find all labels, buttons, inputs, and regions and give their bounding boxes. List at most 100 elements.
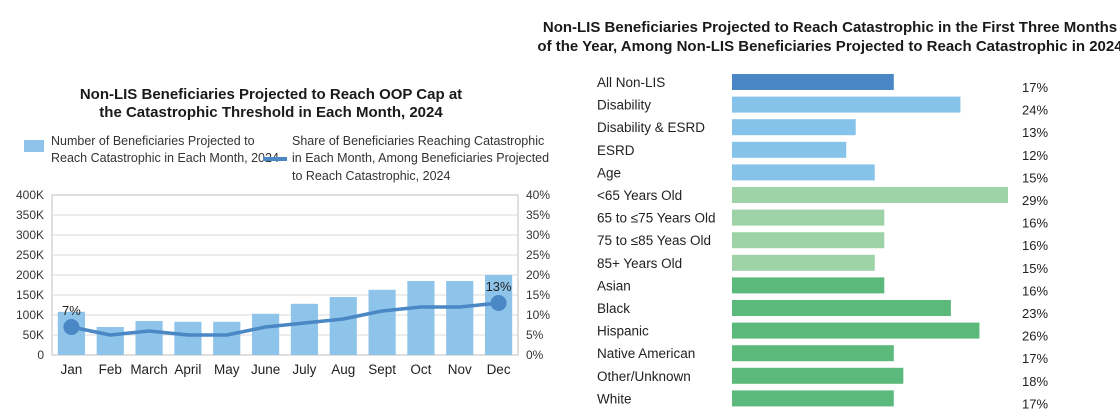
legend-line-label-line-1: Share of Beneficiaries Reaching Catastro… (292, 134, 544, 148)
group-bar (732, 74, 894, 90)
month-bar (174, 321, 202, 355)
group-bar (732, 345, 894, 362)
group-label: Asian (597, 278, 631, 293)
share-line-marker (490, 295, 507, 311)
group-label: 65 to ≤75 Years Old (597, 211, 716, 226)
month-label: Aug (331, 362, 355, 377)
monthly-chart-data-labels: 7% 13% (62, 279, 512, 318)
group-row: Other/Unknown 18% (597, 367, 1048, 389)
group-row: 65 to ≤75 Years Old 16% (597, 209, 1048, 231)
group-label: Disability (597, 98, 651, 113)
group-row: Hispanic 26% (597, 322, 1048, 344)
group-row: 85+ Years Old 15% (597, 254, 1048, 276)
share-line-marker (63, 319, 80, 335)
month-label: Feb (99, 362, 122, 377)
right-axis-tick-label: 5% (526, 328, 544, 342)
month-bar (290, 303, 319, 355)
left-axis-tick-label: 0 (37, 348, 44, 362)
group-row: Asian 16% (597, 277, 1048, 298)
group-row: Disability & ESRD 13% (597, 119, 1048, 140)
group-row: ESRD 12% (597, 141, 1048, 163)
group-label: Age (597, 165, 621, 180)
month-label: Dec (487, 362, 511, 377)
month-bar (446, 281, 474, 355)
month-label: Sept (368, 362, 396, 377)
first-quarter-chart-rows: All Non-LIS 17%Disability 24%Disability & … (597, 74, 1048, 411)
group-label: 75 to ≤85 Yeas Old (597, 233, 711, 248)
group-row: White 17% (597, 390, 1048, 411)
group-row: Age 15% (597, 164, 1048, 185)
group-bar (732, 119, 856, 136)
group-bar (732, 96, 961, 113)
month-label: March (130, 362, 168, 377)
legend-line-label-line-2: in Each Month, Among Beneficiaries Proje… (292, 151, 549, 165)
left-axis-tick-label: 150K (16, 288, 44, 302)
first-quarter-chart: Non-LIS Beneficiaries Projected to Reach… (537, 19, 1120, 411)
monthly-chart-right-axis: 0% 5% 10% 15% 20% 25% 30% 35% 40% (526, 188, 550, 362)
group-value-label: 15% (1022, 261, 1048, 276)
group-label: White (597, 391, 632, 406)
group-bar (732, 187, 1008, 203)
first-quarter-chart-title-line-1: Non-LIS Beneficiaries Projected to Reach… (543, 19, 1117, 36)
group-value-label: 16% (1022, 216, 1048, 231)
group-label: Black (597, 301, 630, 316)
left-axis-tick-label: 350K (16, 208, 44, 222)
month-bar (96, 327, 124, 355)
monthly-chart-title-line-1: Non-LIS Beneficiaries Projected to Reach… (80, 86, 462, 103)
month-label: June (251, 362, 280, 377)
group-value-label: 24% (1022, 103, 1048, 118)
month-label: April (174, 362, 201, 377)
right-axis-tick-label: 20% (526, 268, 550, 282)
month-bar (135, 321, 163, 355)
left-axis-tick-label: 250K (16, 248, 44, 262)
legend-bar-label-line-1: Number of Beneficiaries Projected to (51, 134, 255, 148)
group-label: Native American (597, 346, 695, 361)
month-label: July (292, 362, 316, 377)
month-bar (368, 289, 396, 355)
group-value-label: 23% (1022, 306, 1048, 321)
legend-bar-label-line-2: Reach Catastrophic in Each Month, 2024 (51, 151, 279, 165)
group-label: 85+ Years Old (597, 256, 682, 271)
month-bar (329, 297, 357, 355)
month-bar (213, 321, 241, 355)
left-axis-tick-label: 300K (16, 228, 44, 242)
group-bar (732, 277, 885, 294)
monthly-chart-left-axis: 0 50K 100K 150K 200K 250K 300K 350K 400K (16, 188, 44, 362)
group-bar (732, 300, 951, 316)
group-bar (732, 254, 875, 271)
group-bar (732, 164, 875, 181)
group-label: Other/Unknown (597, 369, 691, 384)
right-axis-tick-label: 40% (526, 188, 550, 202)
group-row: Black 23% (597, 300, 1048, 321)
group-label: Disability & ESRD (597, 120, 705, 135)
group-value-label: 17% (1022, 80, 1048, 95)
share-data-label: 7% (62, 303, 81, 318)
group-value-label: 18% (1022, 374, 1048, 389)
group-label: All Non-LIS (597, 75, 665, 90)
group-row: Disability 24% (597, 96, 1048, 118)
left-axis-tick-label: 200K (16, 268, 44, 282)
legend-bar-swatch (24, 140, 44, 152)
group-bar (732, 209, 885, 226)
right-axis-tick-label: 35% (526, 208, 550, 222)
right-axis-tick-label: 25% (526, 248, 550, 262)
month-label: Jan (61, 362, 83, 377)
group-bar (732, 367, 904, 384)
group-bar (732, 322, 980, 339)
share-data-label: 13% (486, 279, 512, 294)
right-axis-tick-label: 0% (526, 348, 544, 362)
group-value-label: 16% (1022, 238, 1048, 253)
month-bar (484, 275, 513, 355)
group-row: All Non-LIS 17% (597, 74, 1048, 95)
group-label: ESRD (597, 143, 635, 158)
first-quarter-chart-title-line-2: of the Year, Among Non-LIS Beneficiaries… (537, 38, 1120, 55)
right-axis-tick-label: 10% (526, 308, 550, 322)
monthly-chart-month-labels: Jan Feb March April May June July Aug Sept Oct Nov… (61, 362, 511, 377)
monthly-chart: Non-LIS Beneficiaries Projected to Reach… (16, 86, 550, 377)
group-bar (732, 390, 894, 407)
right-axis-tick-label: 30% (526, 228, 550, 242)
month-label: Oct (410, 362, 431, 377)
legend-line-label-line-3: to Reach Catastrophic, 2024 (292, 169, 450, 183)
group-value-label: 17% (1022, 351, 1048, 366)
